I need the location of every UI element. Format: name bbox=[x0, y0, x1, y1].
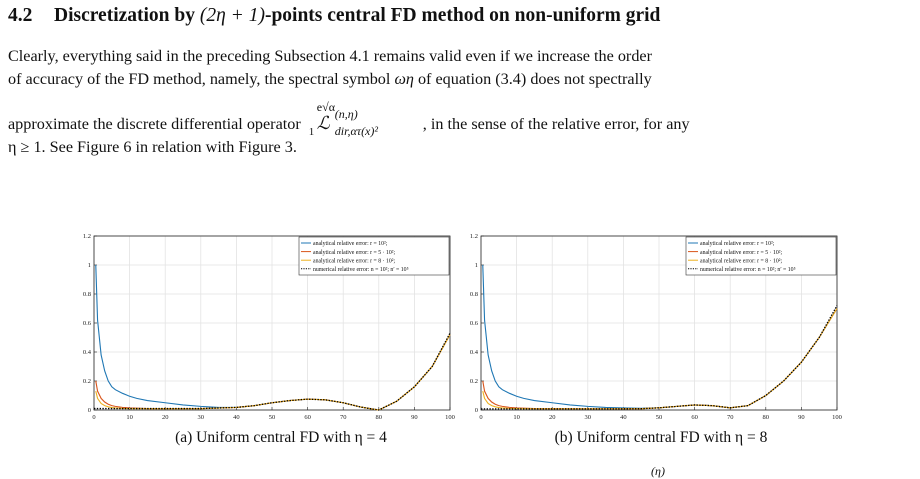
series-line-1 bbox=[95, 264, 451, 411]
legend-box bbox=[298, 236, 450, 276]
x-tick-label: 40 bbox=[620, 414, 627, 421]
y-tick-label: 0.4 bbox=[83, 349, 92, 356]
paragraph-line-2-b: of equation (3.4) does not spectrally bbox=[413, 70, 652, 88]
y-tick-label: 0.8 bbox=[470, 291, 478, 298]
discrete-operator: e√α 1 ℒ (n,η) dir,ατ(x)² bbox=[305, 100, 423, 138]
x-tick-label: 0 bbox=[479, 414, 482, 421]
x-tick-label: 40 bbox=[233, 414, 240, 421]
x-tick-label: 50 bbox=[269, 414, 276, 421]
x-tick-label: 30 bbox=[198, 414, 205, 421]
figure-a: 0 10 20 30 40 50 60 70 80 90 100 0 0.2 0.4 0.6 0.8 1 1.2 a… bbox=[70, 232, 460, 422]
paragraph-line-4: η ≥ 1. See Figure 6 in relation with Fig… bbox=[8, 138, 297, 156]
paragraph-line-1: Clearly, everything said in the precedin… bbox=[8, 47, 652, 65]
y-tick-label: 0 bbox=[88, 407, 91, 414]
x-tick-label: 70 bbox=[727, 414, 734, 421]
section-title-math: (2η + 1) bbox=[199, 5, 265, 26]
paragraph-line-3-b: , in the sense of the relative error, fo… bbox=[422, 115, 690, 133]
legend-label-3: analytical relative error: r = 8 · 10²; bbox=[700, 258, 782, 264]
x-tick-label: 20 bbox=[162, 414, 169, 421]
series-line-1 bbox=[482, 264, 838, 409]
x-tick-label: 70 bbox=[340, 414, 347, 421]
operator-top: e√α bbox=[316, 100, 335, 114]
y-tick-label: 0.6 bbox=[470, 320, 479, 327]
y-tick-label: 0.4 bbox=[470, 349, 479, 356]
legend-label-3: analytical relative error: r = 8 · 10²; bbox=[313, 258, 395, 264]
legend-label-4: numerical relative error: n = 10²; n′ = … bbox=[313, 267, 409, 273]
legend-label-2: analytical relative error: r = 5 · 10²; bbox=[313, 250, 395, 256]
x-tick-label: 60 bbox=[691, 414, 698, 421]
legend-box bbox=[685, 236, 837, 276]
operator-superscript: (n,η) bbox=[334, 107, 358, 121]
series-line-3 bbox=[482, 308, 838, 410]
x-tick-label: 90 bbox=[798, 414, 805, 421]
x-tick-label: 60 bbox=[304, 414, 311, 421]
section-title-post: -points central FD method on non-uniform… bbox=[264, 5, 661, 26]
figure-a-caption: (a) Uniform central FD with η = 4 bbox=[175, 429, 387, 446]
y-tick-label: 1.2 bbox=[83, 233, 91, 240]
legend-label-4: numerical relative error: n = 10²; n′ = … bbox=[700, 267, 796, 273]
x-tick-label: 80 bbox=[376, 414, 383, 421]
operator-subscript: dir,ατ(x)² bbox=[334, 124, 378, 138]
y-tick-label: 0.2 bbox=[470, 378, 478, 385]
x-tick-label: 10 bbox=[513, 414, 520, 421]
x-tick-label: 100 bbox=[445, 414, 455, 421]
series-line-2 bbox=[95, 334, 451, 411]
paragraph-line-2: of accuracy of the FD method, namely, th… bbox=[8, 68, 912, 90]
legend-label-1: analytical relative error: r = 10²; bbox=[313, 241, 388, 247]
paragraph-line-3: approximate the discrete differential op… bbox=[8, 100, 912, 138]
x-tick-label: 50 bbox=[656, 414, 663, 421]
legend-label-1: analytical relative error: r = 10²; bbox=[700, 241, 775, 247]
y-tick-label: 1.2 bbox=[470, 233, 478, 240]
paragraph-line-3-a: approximate the discrete differential op… bbox=[8, 115, 301, 133]
operator-lower: 1 bbox=[308, 126, 315, 138]
y-tick-label: 1 bbox=[88, 262, 91, 269]
section-number: 4.2 bbox=[8, 5, 33, 26]
series-line-4 bbox=[481, 305, 838, 410]
section-title-pre: Discretization by bbox=[54, 5, 200, 26]
series-line-3 bbox=[95, 334, 451, 411]
figure-b-chart: 0 10 20 30 40 50 60 70 80 90 100 0 0.2 0.4 0.6 0.8 1 1.2 a… bbox=[470, 233, 842, 421]
operator-symbol: ℒ bbox=[316, 113, 330, 133]
x-tick-label: 0 bbox=[92, 414, 95, 421]
y-tick-label: 0.8 bbox=[83, 291, 91, 298]
figure-a-chart: 0 10 20 30 40 50 60 70 80 90 100 0 0.2 0.4 0.6 0.8 1 1.2 a… bbox=[83, 233, 455, 421]
section-heading: 4.2 Discretization by (2η + 1)-points cen… bbox=[8, 5, 660, 27]
x-tick-label: 10 bbox=[126, 414, 133, 421]
legend-label-2: analytical relative error: r = 5 · 10²; bbox=[700, 250, 782, 256]
y-tick-label: 0 bbox=[475, 407, 478, 414]
legend: analytical relative error: r = 10²; analy… bbox=[298, 236, 450, 276]
x-tick-label: 20 bbox=[549, 414, 556, 421]
x-tick-label: 90 bbox=[411, 414, 418, 421]
spectral-symbol: ωη bbox=[394, 70, 414, 88]
y-tick-label: 1 bbox=[475, 262, 478, 269]
paragraph-line-2-a: of accuracy of the FD method, namely, th… bbox=[8, 70, 395, 88]
figure-b-caption: (b) Uniform central FD with η = 8 bbox=[554, 429, 768, 446]
series-line-2 bbox=[482, 308, 838, 410]
y-tick-label: 0.2 bbox=[83, 378, 91, 385]
x-tick-label: 30 bbox=[585, 414, 592, 421]
x-tick-label: 100 bbox=[832, 414, 842, 421]
footer-fragment: (η) bbox=[651, 464, 665, 478]
series-line-4 bbox=[94, 332, 451, 411]
y-tick-label: 0.6 bbox=[83, 320, 92, 327]
x-tick-label: 80 bbox=[763, 414, 770, 421]
legend: analytical relative error: r = 10²; analy… bbox=[685, 236, 837, 276]
figure-b: 0 10 20 30 40 50 60 70 80 90 100 0 0.2 0.4 0.6 0.8 1 1.2 a… bbox=[457, 232, 847, 422]
